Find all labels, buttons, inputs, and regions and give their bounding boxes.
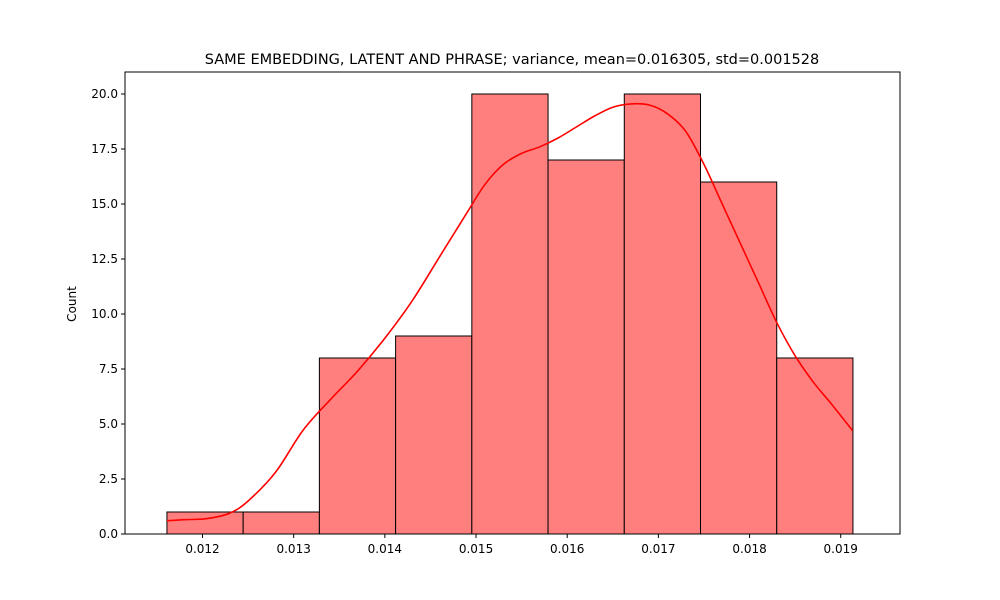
- y-tick-label: 20.0: [91, 87, 118, 101]
- y-ticks: 0.0 2.5 5.0 7.5 10.0 12.5 15.0 17.5 20.0: [91, 87, 125, 541]
- histogram-bar: [700, 181, 778, 535]
- x-tick-label: 0.013: [276, 542, 310, 556]
- x-tick-label: 0.014: [368, 542, 402, 556]
- histogram-bar: [242, 511, 320, 535]
- y-tick-label: 5.0: [99, 417, 118, 431]
- histogram-bar: [776, 357, 854, 535]
- y-axis-label: Count: [65, 286, 79, 322]
- histogram-bar: [471, 93, 549, 535]
- x-tick-label: 0.018: [732, 542, 766, 556]
- x-tick-label: 0.016: [550, 542, 584, 556]
- y-tick-label: 17.5: [91, 142, 118, 156]
- histogram-bar: [623, 93, 702, 535]
- y-tick-label: 0.0: [99, 527, 118, 541]
- histogram-bar: [547, 159, 625, 535]
- y-tick-label: 10.0: [91, 307, 118, 321]
- y-tick-label: 2.5: [99, 472, 118, 486]
- kde-layer: [166, 102, 854, 522]
- kde-line: [166, 102, 854, 522]
- y-tick-label: 7.5: [99, 362, 118, 376]
- histogram-bar: [395, 335, 473, 535]
- y-tick-label: 15.0: [91, 197, 118, 211]
- x-tick-label: 0.019: [824, 542, 858, 556]
- y-tick-label: 12.5: [91, 252, 118, 266]
- axes-layer: [124, 71, 901, 535]
- x-tick-label: 0.012: [185, 542, 219, 556]
- chart-title: SAME EMBEDDING, LATENT AND PHRASE; varia…: [205, 52, 819, 68]
- x-tick-label: 0.015: [459, 542, 493, 556]
- x-ticks: 0.012 0.013 0.014 0.015 0.016 0.017 0.018 0.019: [185, 534, 858, 556]
- histogram-bar: [318, 357, 397, 535]
- histogram-bar: [166, 511, 244, 535]
- x-tick-label: 0.017: [641, 542, 675, 556]
- axes-frame: [124, 71, 901, 535]
